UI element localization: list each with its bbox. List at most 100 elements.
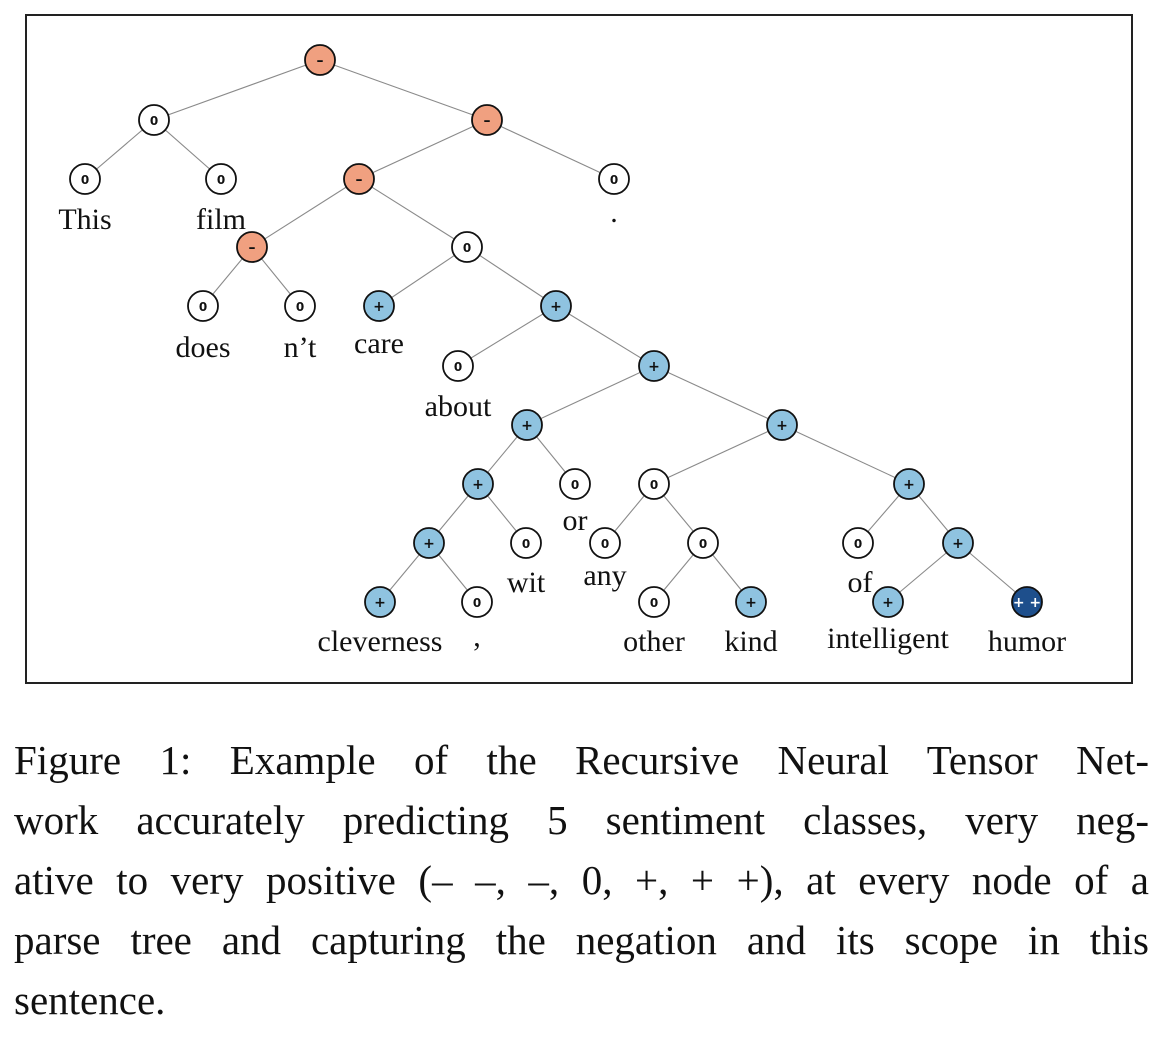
sentiment-node-circle (138, 104, 170, 136)
word-label: of (848, 566, 873, 599)
word-label: wit (507, 566, 546, 599)
sentiment-node-label: + (374, 595, 386, 611)
tree-node-positive: + (638, 350, 670, 382)
tree-edge (457, 305, 557, 367)
caption-line-5: sentence. (14, 977, 166, 1023)
word-label: or (563, 504, 588, 537)
tree-edge (555, 305, 655, 367)
tree-node-very-positive: + + (1011, 586, 1043, 618)
tree-node-neutral: 0 (842, 527, 874, 559)
tree-edge (781, 424, 910, 485)
word-label: does (176, 331, 231, 364)
word-label: cleverness (318, 625, 443, 658)
tree-node-neutral: 0 (638, 468, 670, 500)
word-label: film (196, 203, 246, 236)
sentiment-node-circle (284, 290, 316, 322)
tree-edge (153, 59, 321, 121)
sentiment-node-circle (893, 468, 925, 500)
tree-node-negative: – (471, 104, 503, 136)
tree-edge (653, 365, 783, 426)
sentiment-node-label: 0 (650, 596, 658, 610)
sentiment-node-label: + (952, 536, 964, 552)
sentiment-node-label: + (550, 299, 562, 315)
sentiment-node-circle (363, 290, 395, 322)
sentiment-node-label: 0 (650, 478, 658, 492)
tree-edge (358, 119, 488, 180)
tree-node-positive: + (363, 290, 395, 322)
tree-node-neutral: 0 (442, 350, 474, 382)
word-label: humor (988, 625, 1066, 658)
tree-edge (358, 178, 468, 248)
sentiment-node-circle (510, 527, 542, 559)
sentiment-node-label: + (745, 595, 757, 611)
word-label: intelligent (827, 622, 949, 655)
tree-node-neutral: 0 (589, 527, 621, 559)
sentiment-node-label: 0 (601, 537, 609, 551)
sentiment-node-label: 0 (522, 537, 530, 551)
sentiment-parse-tree: – 0 0 0 – – 0 – 0 0 0 + +0 + + + + 0 0 + + 0 0 0 0 + + 0 0 + + + + This… (58, 44, 1066, 658)
sentiment-node-circle (343, 163, 375, 195)
word-label: care (354, 327, 404, 360)
sentiment-node-label: + (903, 477, 915, 493)
tree-edge (486, 119, 615, 180)
figure-frame (25, 14, 1133, 684)
sentiment-node-label: – (484, 113, 491, 129)
sentiment-node-label: – (356, 172, 363, 188)
sentiment-node-label: 0 (454, 360, 462, 374)
tree-node-positive: + (872, 586, 904, 618)
tree-node-positive: + (540, 290, 572, 322)
sentiment-node-circle (413, 527, 445, 559)
tree-node-positive: + (462, 468, 494, 500)
sentiment-node-label: 0 (610, 173, 618, 187)
tree-node-neutral: 0 (638, 586, 670, 618)
tree-node-neutral: 0 (559, 468, 591, 500)
tree-node-neutral: 0 (510, 527, 542, 559)
sentiment-node-circle (304, 44, 336, 76)
tree-edge (466, 246, 557, 307)
word-label: . (610, 196, 618, 229)
tree-edge (319, 59, 488, 121)
sentiment-node-circle (687, 527, 719, 559)
sentiment-node-label: 0 (571, 478, 579, 492)
sentiment-node-circle (205, 163, 237, 195)
tree-node-neutral: 0 (451, 231, 483, 263)
tree-node-negative: – (343, 163, 375, 195)
tree-edge (251, 178, 360, 248)
sentiment-node-circle (942, 527, 974, 559)
sentiment-node-circle (598, 163, 630, 195)
tree-node-positive: + (735, 586, 767, 618)
sentiment-node-circle (766, 409, 798, 441)
sentiment-node-circle (451, 231, 483, 263)
tree-node-neutral: 0 (461, 586, 493, 618)
sentiment-node-label: + (472, 477, 484, 493)
sentiment-node-label: 0 (150, 114, 158, 128)
sentiment-node-circle (638, 586, 670, 618)
word-label: kind (724, 625, 777, 658)
word-label: other (623, 625, 685, 658)
tree-node-neutral: 0 (69, 163, 101, 195)
sentiment-node-circle (462, 468, 494, 500)
sentiment-node-label: + (776, 418, 788, 434)
sentiment-node-circle (236, 231, 268, 263)
caption-line-1: Figure 1: Example of the Recursive Neura… (14, 737, 1149, 783)
tree-node-positive: + (893, 468, 925, 500)
sentiment-node-label: + + (1013, 595, 1041, 611)
tree-edge (526, 365, 655, 426)
sentiment-node-circle (471, 104, 503, 136)
tree-node-positive: + (413, 527, 445, 559)
tree-node-positive: + (942, 527, 974, 559)
tree-node-neutral: 0 (598, 163, 630, 195)
word-label: n’t (284, 331, 317, 364)
tree-node-neutral: 0 (187, 290, 219, 322)
sentiment-node-label: 0 (81, 173, 89, 187)
sentiment-node-circle (638, 350, 670, 382)
tree-node-neutral: 0 (205, 163, 237, 195)
sentiment-node-label: 0 (463, 241, 471, 255)
sentiment-node-label: – (249, 240, 256, 256)
word-label: , (473, 620, 481, 653)
sentiment-node-circle (872, 586, 904, 618)
sentiment-node-circle (187, 290, 219, 322)
tree-node-positive: + (364, 586, 396, 618)
sentiment-node-label: – (317, 53, 324, 69)
sentiment-node-label: 0 (199, 300, 207, 314)
